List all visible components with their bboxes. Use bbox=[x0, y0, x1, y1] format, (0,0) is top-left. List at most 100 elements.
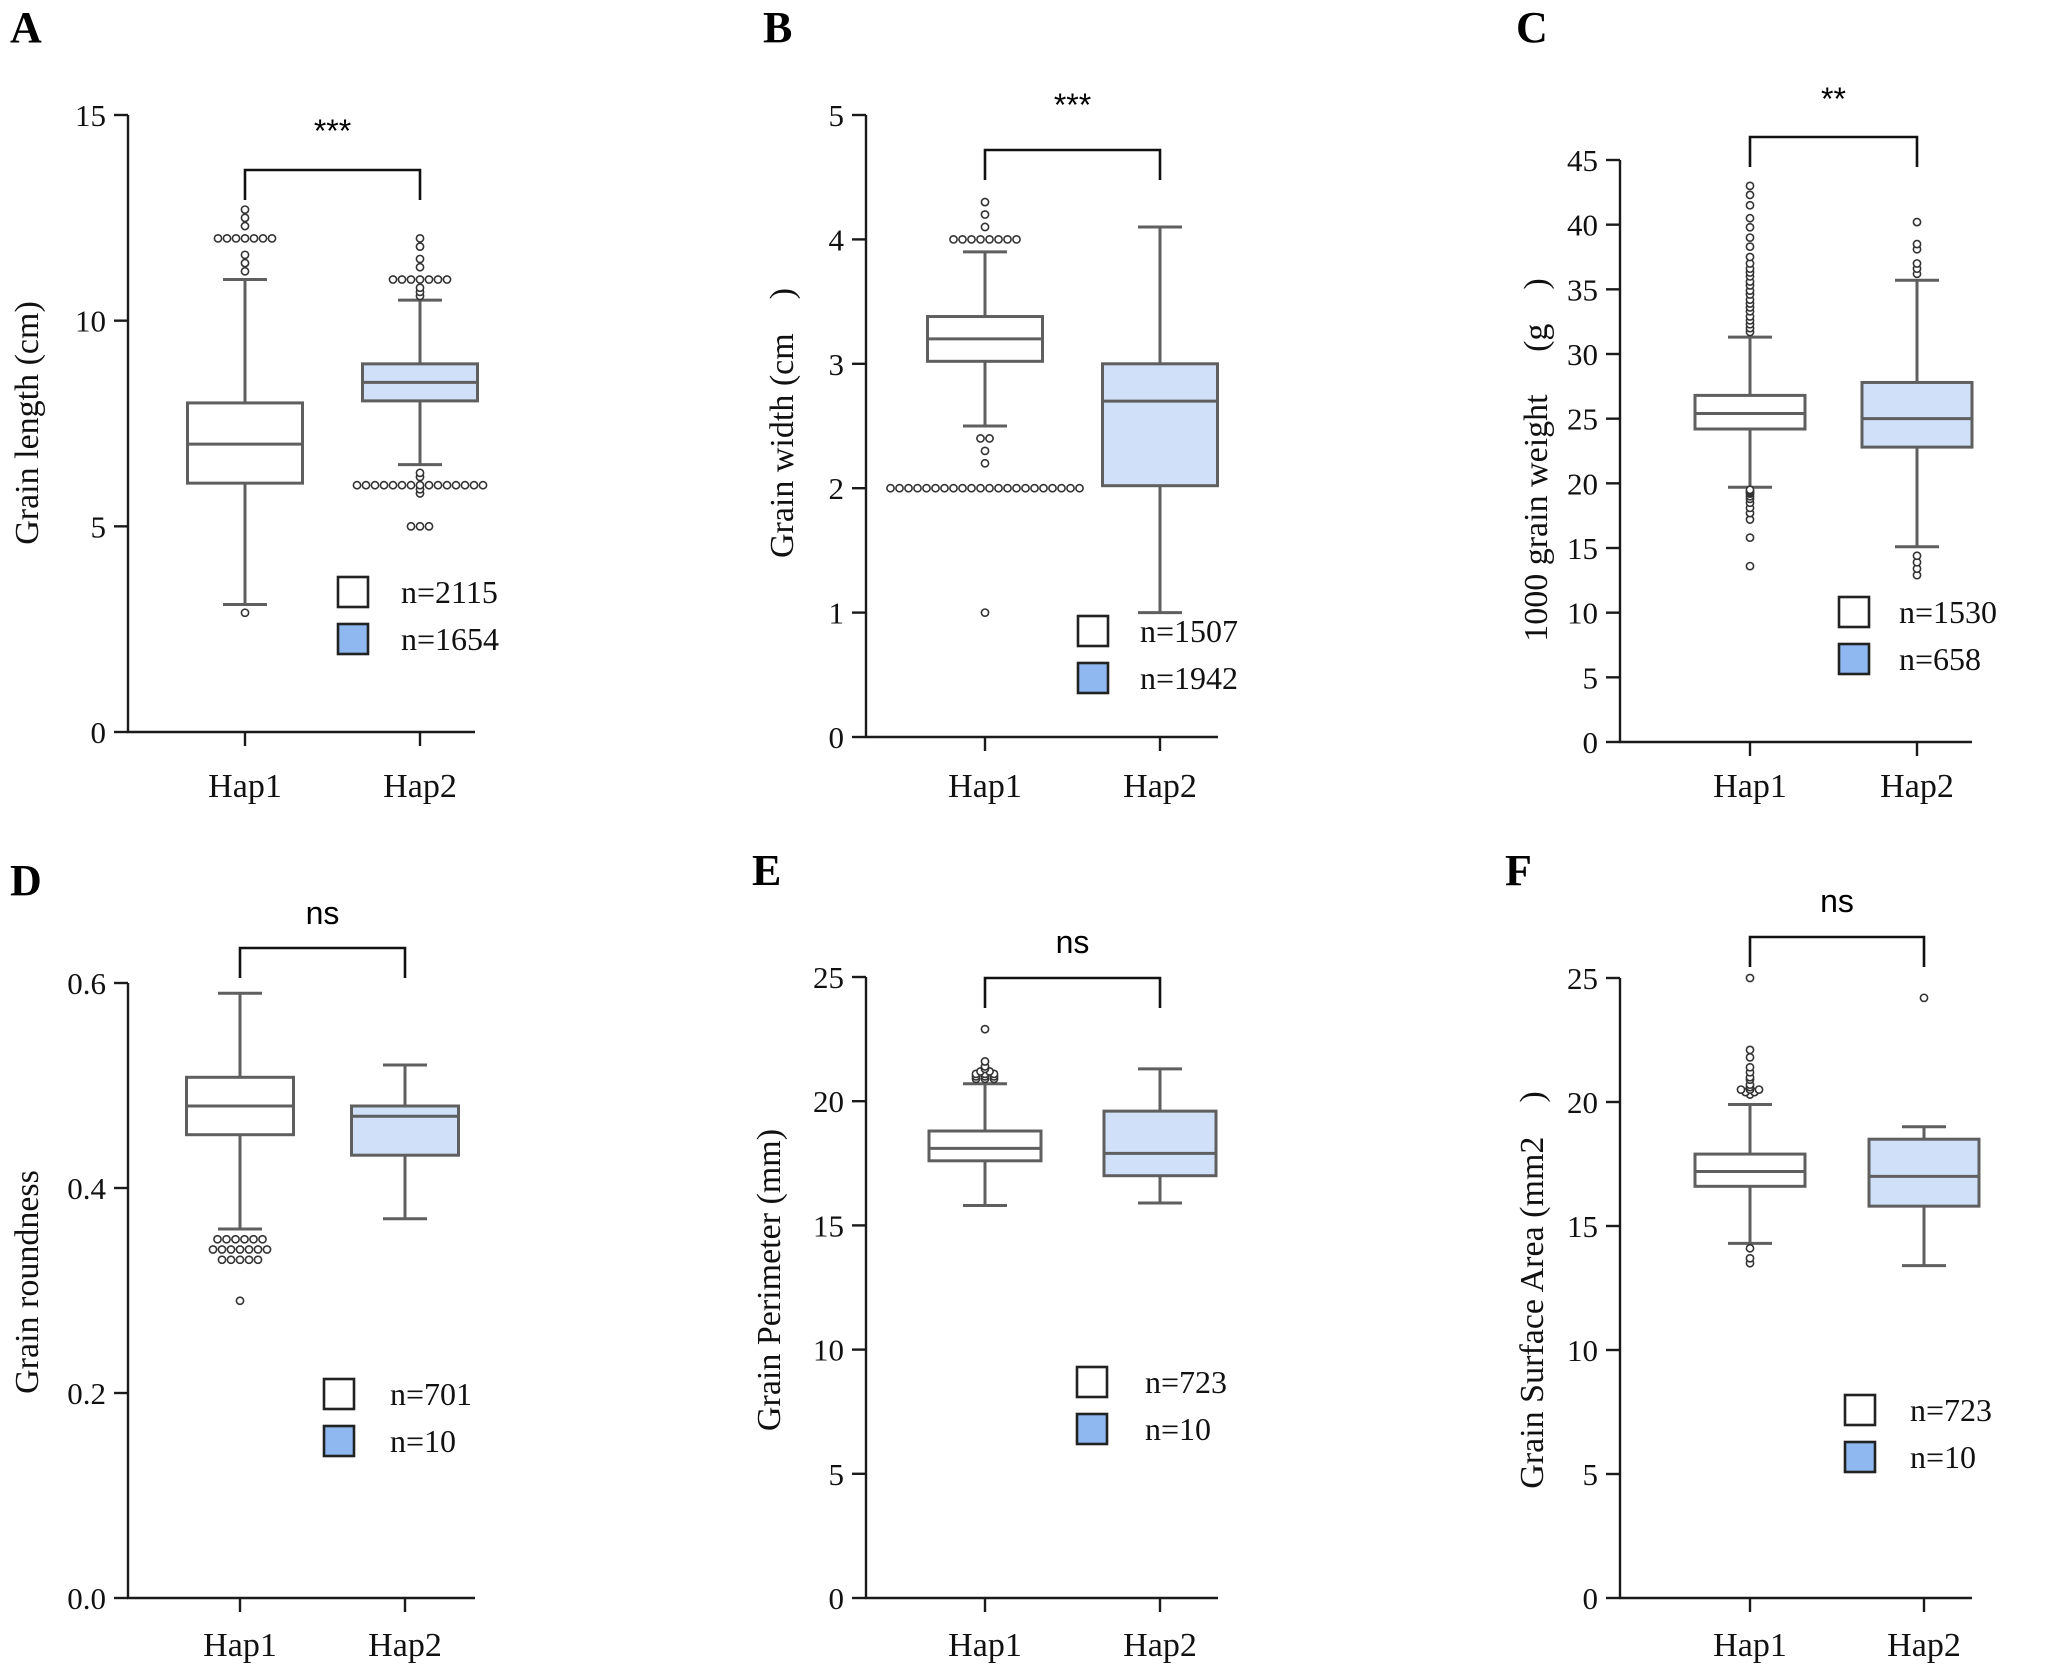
outlier-point bbox=[388, 275, 398, 284]
y-tick-label: 5 bbox=[1583, 660, 1599, 695]
outlier-point bbox=[208, 1245, 218, 1254]
outlier-point bbox=[1745, 485, 1755, 495]
outlier-point bbox=[985, 483, 994, 493]
outlier-point bbox=[976, 483, 985, 493]
box-hap1 bbox=[927, 1024, 1043, 1208]
legend-swatch-hap2 bbox=[1837, 642, 1871, 676]
outlier-point bbox=[1745, 233, 1755, 242]
legend-swatch-hap1 bbox=[1837, 595, 1871, 629]
box-hap1 bbox=[186, 205, 304, 618]
outlier-point bbox=[240, 266, 250, 276]
outlier-point bbox=[406, 521, 416, 531]
outlier-point bbox=[217, 1245, 227, 1254]
outlier-point bbox=[213, 233, 223, 243]
y-tick-label: 35 bbox=[1567, 272, 1598, 307]
outlier-point bbox=[1745, 533, 1755, 543]
outlier-point bbox=[235, 1255, 245, 1265]
outlier-point bbox=[433, 480, 443, 490]
y-tick-label: 25 bbox=[1567, 961, 1598, 996]
x-tick-label-hap2: Hap2 bbox=[1123, 1627, 1197, 1664]
legend-label-hap2: n=10 bbox=[1910, 1439, 1976, 1475]
x-tick-label-hap1: Hap1 bbox=[208, 768, 282, 805]
outlier-point bbox=[226, 1245, 236, 1254]
outlier-point bbox=[980, 210, 990, 219]
y-tick-label: 15 bbox=[813, 1208, 844, 1243]
panel-e: E 0 5 10 15 20 25 Grain Perimeter (mm) Hap1 Hap2 n… bbox=[751, 846, 1227, 1664]
outlier-point bbox=[406, 480, 416, 490]
legend-label-hap1: n=1507 bbox=[1140, 613, 1238, 649]
outlier-point bbox=[1912, 259, 1922, 268]
outlier-point bbox=[1012, 483, 1021, 493]
legend-label-hap2: n=10 bbox=[390, 1423, 456, 1459]
y-tick-label: 40 bbox=[1567, 208, 1598, 243]
outlier-point bbox=[249, 233, 259, 243]
y-tick-label: 10 bbox=[1567, 596, 1598, 631]
legend-label-hap2: n=1942 bbox=[1140, 660, 1238, 696]
outlier-point bbox=[415, 254, 425, 264]
legend-label-hap1: n=1530 bbox=[1899, 594, 1997, 630]
outlier-point bbox=[913, 483, 922, 493]
panel-label: A bbox=[10, 3, 42, 52]
outlier-point bbox=[415, 242, 425, 252]
box-iqr bbox=[1860, 380, 1974, 449]
outlier-point bbox=[1057, 483, 1066, 493]
outlier-point bbox=[1066, 483, 1075, 493]
legend: n=723 n=10 bbox=[1075, 1364, 1227, 1447]
outlier-point bbox=[460, 480, 470, 490]
outlier-point bbox=[433, 275, 443, 284]
y-tick-label: 5 bbox=[829, 1457, 845, 1492]
outlier-point bbox=[267, 233, 277, 243]
legend: n=1507 n=1942 bbox=[1076, 613, 1238, 696]
outlier-point bbox=[980, 197, 990, 207]
y-tick-label: 0 bbox=[829, 720, 845, 755]
outlier-point bbox=[352, 480, 362, 490]
outlier-point bbox=[1012, 234, 1021, 244]
box-hap2 bbox=[1102, 1067, 1218, 1205]
outlier-point bbox=[235, 1296, 245, 1306]
panel-label: E bbox=[752, 846, 781, 895]
box-iqr bbox=[350, 1104, 460, 1157]
y-tick-label: 10 bbox=[75, 304, 106, 339]
outlier-point bbox=[980, 446, 990, 456]
box-hap1 bbox=[1693, 973, 1807, 1268]
y-tick-label: 20 bbox=[813, 1084, 844, 1119]
outlier-point bbox=[994, 483, 1003, 493]
legend-label-hap2: n=1654 bbox=[401, 621, 499, 657]
y-tick-label: 5 bbox=[829, 98, 845, 133]
outlier-point bbox=[1021, 483, 1030, 493]
outlier-point bbox=[1745, 1052, 1755, 1062]
legend: n=723 n=10 bbox=[1843, 1392, 1992, 1475]
legend-label-hap1: n=701 bbox=[390, 1376, 472, 1412]
y-tick-label: 20 bbox=[1567, 466, 1598, 501]
outlier-point bbox=[1745, 1253, 1755, 1263]
outlier-point bbox=[397, 480, 407, 490]
outlier-point bbox=[240, 221, 250, 231]
outlier-point bbox=[415, 283, 425, 293]
significance-label: ** bbox=[1821, 81, 1846, 117]
outlier-point bbox=[1736, 1085, 1746, 1094]
legend: n=701 n=10 bbox=[322, 1376, 472, 1459]
outlier-point bbox=[1003, 234, 1012, 244]
y-tick-label: 1 bbox=[829, 596, 845, 631]
legend: n=2115 n=1654 bbox=[336, 574, 499, 657]
significance-bracket bbox=[243, 168, 422, 200]
box-hap2 bbox=[350, 1063, 460, 1221]
outlier-point bbox=[967, 483, 976, 493]
outlier-point bbox=[976, 434, 985, 443]
y-tick-label: 20 bbox=[1567, 1085, 1598, 1120]
legend: n=1530 n=658 bbox=[1837, 594, 1997, 677]
box-hap2 bbox=[1101, 225, 1219, 615]
legend-label-hap1: n=2115 bbox=[401, 574, 498, 610]
box-iqr bbox=[1101, 362, 1219, 488]
panel-d: D 0.0 0.2 0.4 0.6 Grain roundness Hap1 Hap2 ns n=… bbox=[9, 856, 475, 1664]
y-tick-label: 0 bbox=[1583, 725, 1599, 760]
legend-swatch-hap2 bbox=[1076, 661, 1110, 695]
y-tick-label: 5 bbox=[91, 509, 107, 544]
outlier-point bbox=[415, 262, 425, 272]
outlier-point bbox=[1048, 483, 1057, 493]
y-axis-label: 1000 grain weight (g ) bbox=[1518, 278, 1555, 642]
outlier-point bbox=[240, 1234, 249, 1244]
significance-label: ns bbox=[306, 895, 340, 931]
outlier-point bbox=[980, 458, 990, 468]
legend-label-hap2: n=10 bbox=[1145, 1411, 1211, 1447]
